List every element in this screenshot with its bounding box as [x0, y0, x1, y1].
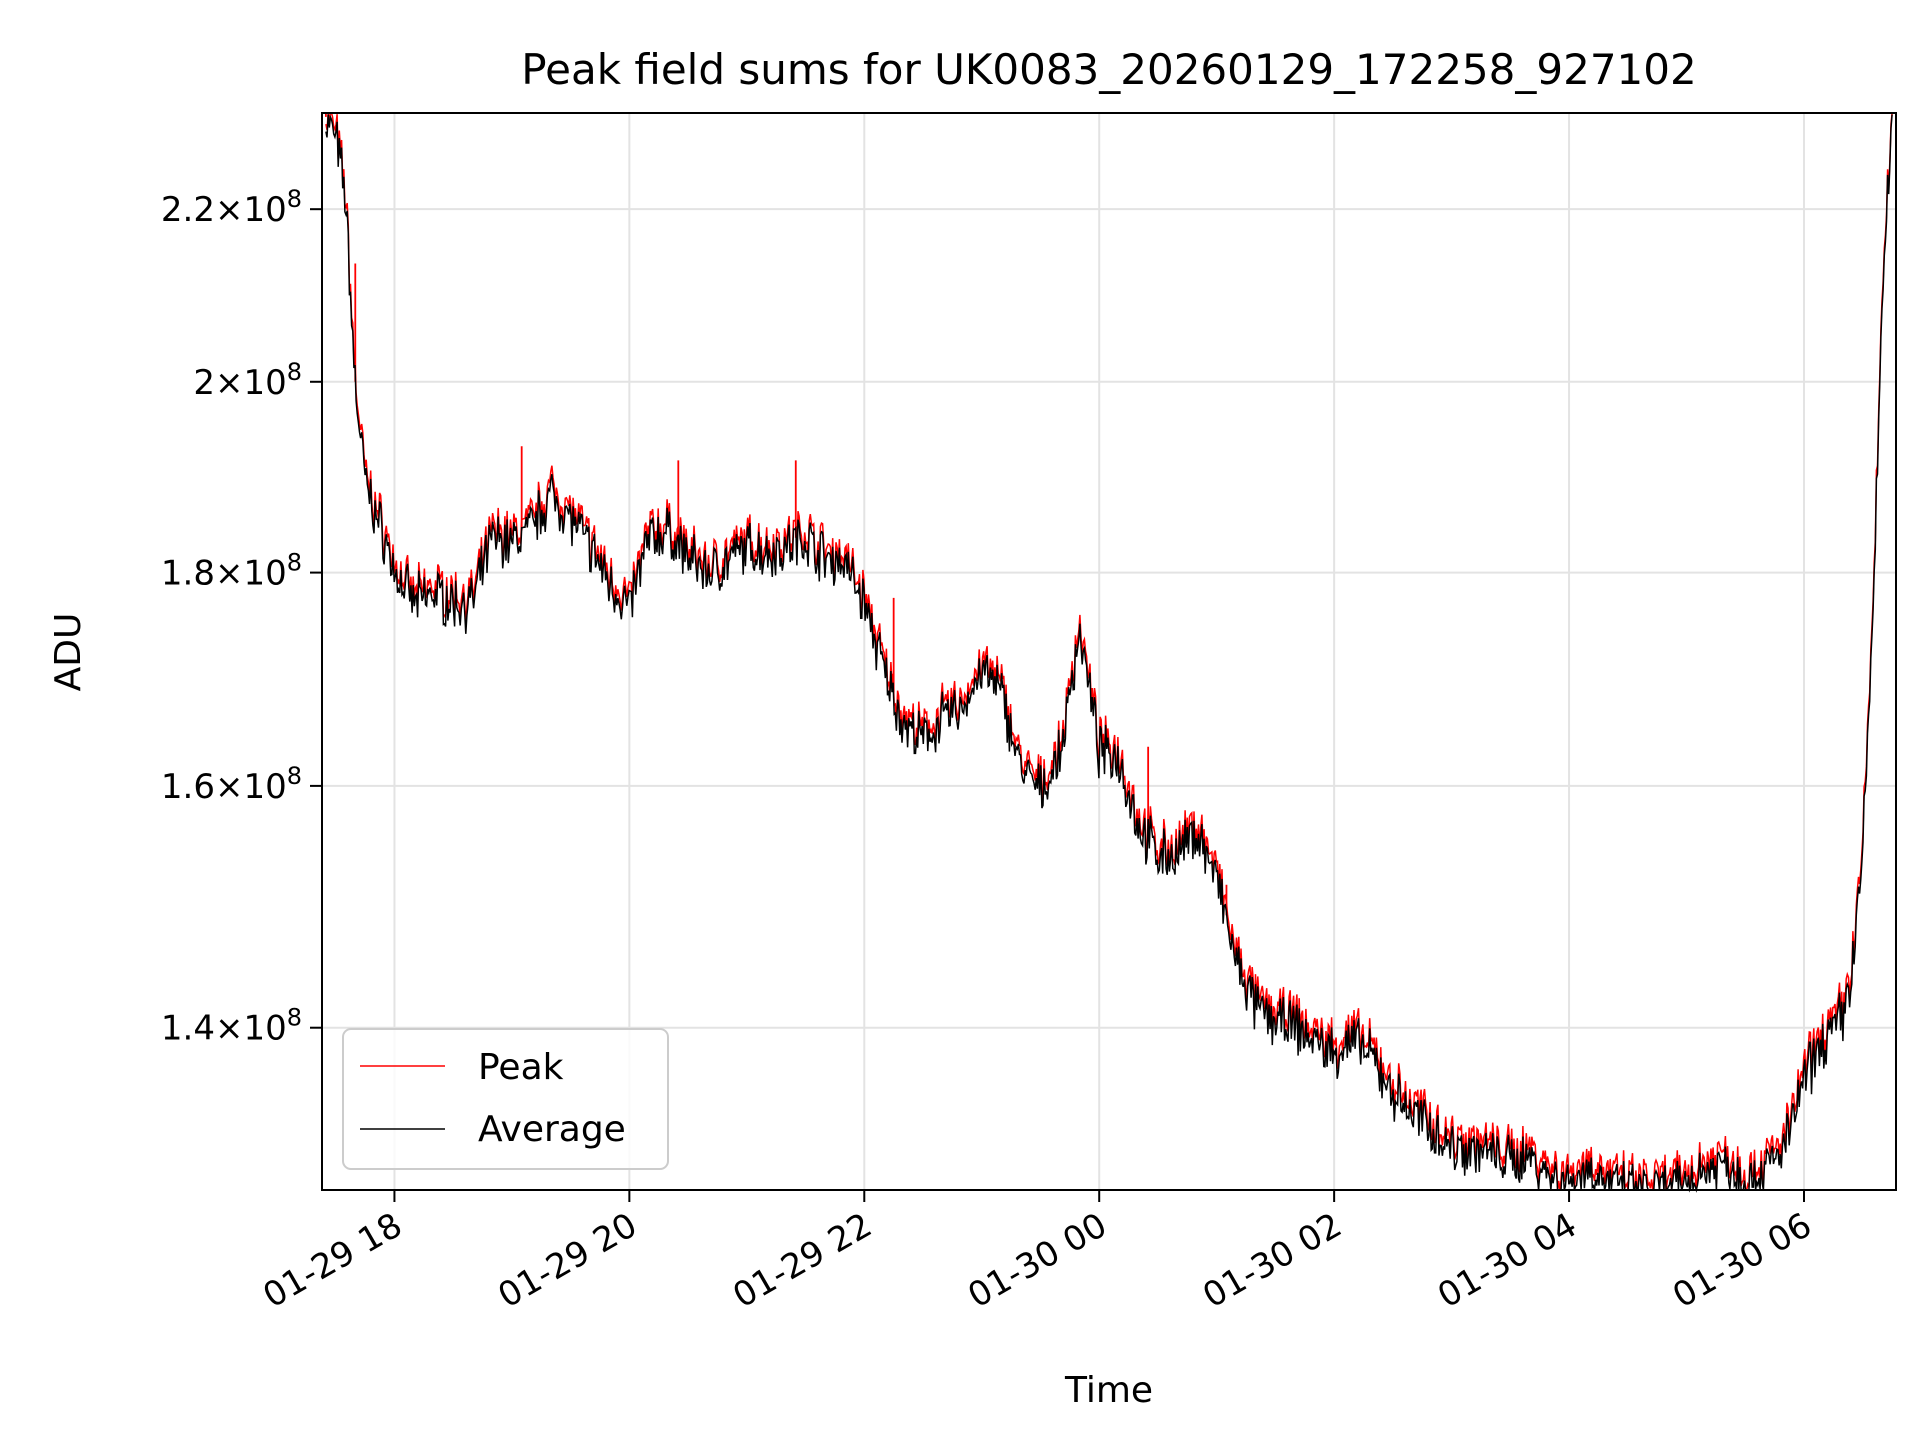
x-tick-label: 01-30 00 [961, 1205, 1113, 1316]
y-tick-label: 1.4×108 [161, 1004, 302, 1049]
y-tick-label: 1.8×108 [161, 549, 302, 594]
y-axis-label: ADU [48, 613, 89, 692]
plot-frame [321, 112, 1897, 1191]
x-axis-label: Time [1064, 1370, 1153, 1411]
x-tick-label: 01-29 18 [257, 1205, 409, 1316]
legend-label-peak: Peak [478, 1047, 564, 1088]
chart-title: Peak field sums for UK0083_20260129_1722… [521, 45, 1696, 94]
x-tick-label: 01-29 22 [726, 1205, 878, 1316]
x-tick-label: 01-29 20 [491, 1205, 643, 1316]
series-average [325, 114, 1893, 1193]
x-tick-label: 01-30 04 [1431, 1205, 1583, 1316]
x-tick-label: 01-30 02 [1196, 1205, 1348, 1316]
legend-label-average: Average [478, 1109, 626, 1150]
legend-box [342, 1028, 669, 1170]
grid [322, 113, 1896, 1190]
x-tick-label: 01-30 06 [1666, 1205, 1818, 1316]
y-tick-label: 1.6×108 [161, 762, 302, 807]
average-line [325, 114, 1893, 1193]
y-axis: 1.4×108 1.6×108 1.8×108 2×108 2.2×108 [161, 185, 322, 1049]
x-axis: 01-29 18 01-29 20 01-29 22 01-30 00 01-30 02… [257, 1190, 1818, 1316]
legend: Peak Average [342, 1028, 669, 1170]
y-tick-label: 2.2×108 [161, 185, 302, 230]
y-tick-label: 2×108 [193, 358, 302, 403]
